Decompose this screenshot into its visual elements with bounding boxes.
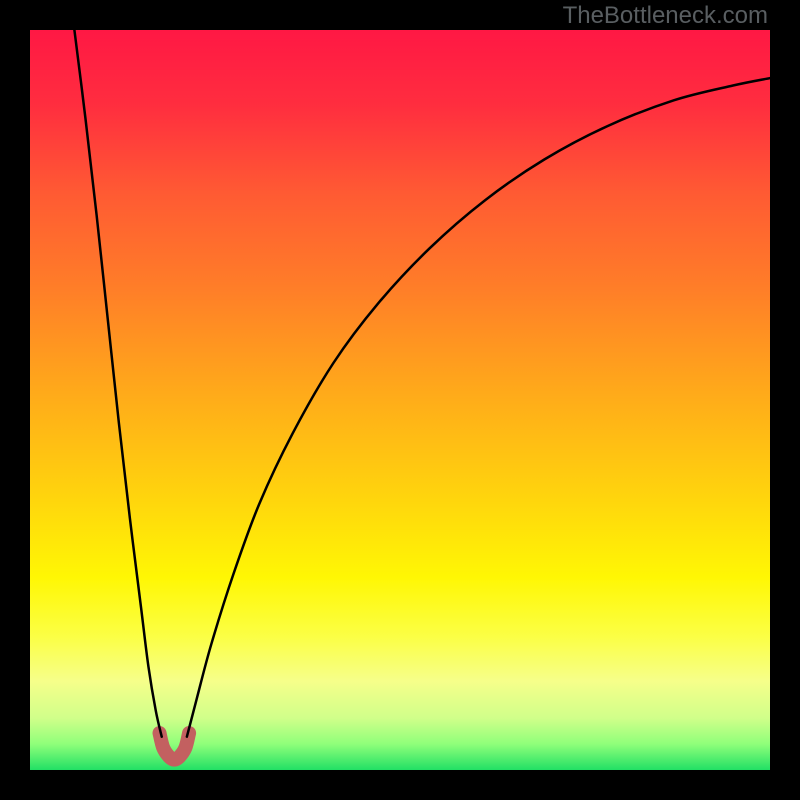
plot-gradient <box>30 30 770 770</box>
chart-svg <box>0 0 800 800</box>
watermark-text: TheBottleneck.com <box>563 2 768 30</box>
chart-stage: TheBottleneck.com <box>0 0 800 800</box>
